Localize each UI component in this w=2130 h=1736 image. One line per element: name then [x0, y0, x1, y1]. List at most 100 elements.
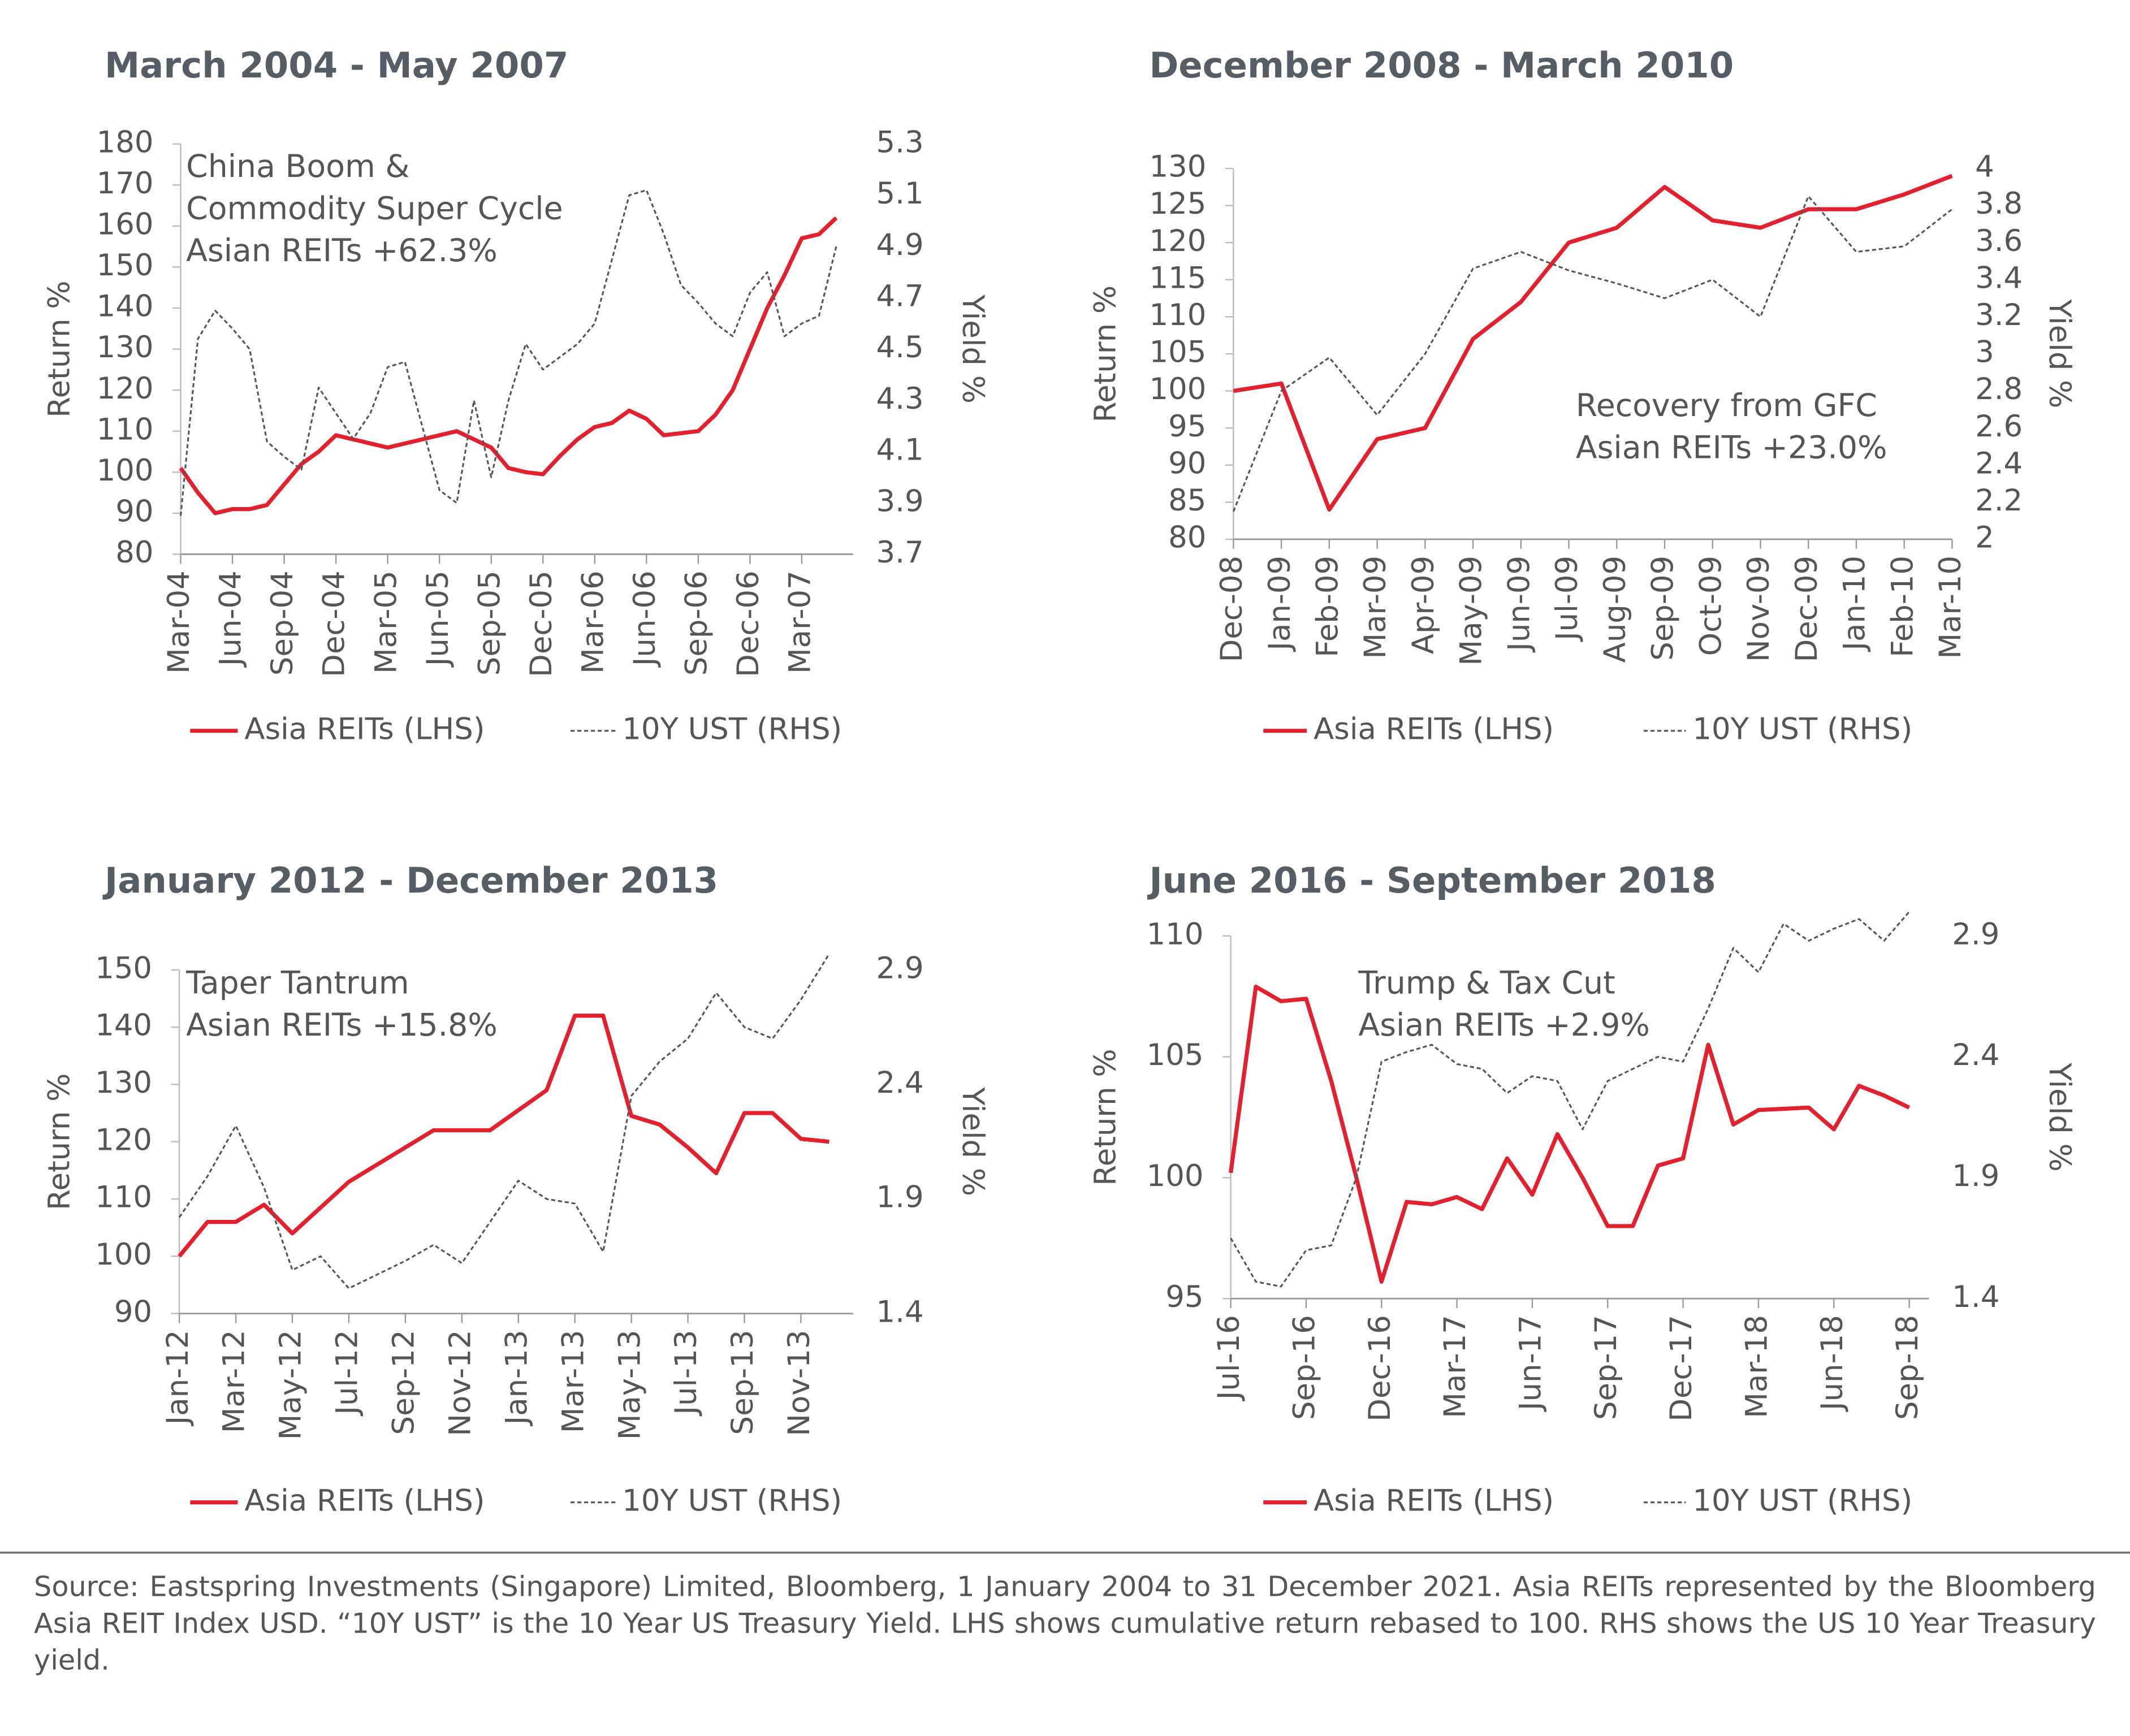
y-tick-label: 90 — [1168, 446, 1206, 480]
y-tick-label: 90 — [115, 494, 153, 529]
y-tick-label: 100 — [95, 1237, 152, 1272]
x-tick-label: Mar-04 — [162, 570, 196, 674]
x-tick-label: Dec-17 — [1664, 1315, 1699, 1422]
y2-tick-label: 2.2 — [1975, 483, 2023, 518]
x-tick-label: Mar-17 — [1438, 1315, 1472, 1418]
annotation: Asian REITs +2.9% — [1358, 1007, 1650, 1044]
x-tick-label: Mar-06 — [576, 570, 610, 674]
x-tick-label: Jun-04 — [214, 570, 248, 668]
y-tick-label: 180 — [97, 125, 154, 159]
y2-axis-label: Yield % — [2042, 299, 2077, 409]
x-tick-label: Jun-17 — [1514, 1315, 1548, 1412]
y2-tick-label: 4.5 — [876, 330, 924, 365]
series-line — [179, 216, 838, 516]
x-tick-label: Jan-12 — [161, 1330, 195, 1427]
x-tick-label: May-13 — [612, 1330, 647, 1440]
y-tick-label: 105 — [1149, 335, 1206, 370]
y2-tick-label: 3.8 — [1975, 187, 2023, 221]
x-tick-label: Sep-13 — [725, 1330, 760, 1435]
x-tick-label: Sep-09 — [1646, 556, 1680, 661]
x-tick-label: Jul-16 — [1212, 1315, 1246, 1401]
y-tick-label: 90 — [114, 1295, 152, 1329]
y2-tick-label: 3 — [1975, 335, 1994, 370]
y-tick-label: 100 — [97, 453, 154, 488]
x-tick-label: Jun-18 — [1815, 1315, 1850, 1412]
legend-label: Asia REITs (LHS) — [1314, 712, 1554, 746]
annotation: Recovery from GFC — [1576, 388, 1877, 424]
y2-tick-label: 3.4 — [1975, 261, 2023, 295]
y-axis-label: Return % — [1088, 285, 1123, 422]
x-tick-label: Mar-12 — [217, 1330, 252, 1434]
y-tick-label: 110 — [1147, 917, 1204, 951]
x-tick-label: May-09 — [1454, 556, 1489, 666]
y-axis-label: Return % — [42, 1073, 77, 1210]
y-tick-label: 120 — [95, 1123, 152, 1157]
y2-tick-label: 5.3 — [876, 125, 924, 159]
legend-label: Asia REITs (LHS) — [1314, 1483, 1554, 1518]
x-tick-label: Sep-12 — [387, 1330, 421, 1435]
x-tick-label: Dec-06 — [731, 570, 766, 677]
x-tick-label: Dec-04 — [317, 570, 352, 677]
y2-tick-label: 1.9 — [1952, 1159, 1999, 1193]
y-tick-label: 95 — [1165, 1280, 1203, 1314]
y-tick-label: 120 — [97, 371, 154, 406]
y-tick-label: 125 — [1149, 187, 1206, 221]
x-tick-label: Jun-09 — [1502, 556, 1536, 653]
y2-tick-label: 2.8 — [1975, 372, 2023, 406]
y-tick-label: 110 — [1149, 298, 1206, 332]
series-line — [178, 953, 830, 1289]
x-tick-label: Sep-16 — [1287, 1315, 1322, 1420]
legend-label: 10Y UST (RHS) — [622, 712, 842, 746]
y-tick-label: 130 — [1149, 150, 1206, 184]
y2-tick-label: 2.4 — [876, 1066, 924, 1100]
y-axis-label: Return % — [1088, 1049, 1123, 1185]
y-tick-label: 115 — [1149, 261, 1206, 295]
y2-tick-label: 2.9 — [876, 951, 924, 985]
y-tick-label: 95 — [1168, 409, 1206, 444]
y2-tick-label: 1.9 — [876, 1180, 924, 1215]
x-tick-label: Sep-06 — [679, 570, 714, 676]
x-tick-label: Jan-13 — [499, 1330, 534, 1427]
y2-tick-label: 2.9 — [1952, 917, 1999, 951]
annotation: Asian REITs +62.3% — [186, 233, 498, 269]
y2-tick-label: 3.9 — [876, 484, 924, 518]
x-tick-label: Feb-10 — [1885, 556, 1920, 657]
y-tick-label: 100 — [1149, 372, 1206, 406]
annotation: Commodity Super Cycle — [186, 191, 563, 227]
x-tick-label: Mar-18 — [1740, 1315, 1774, 1418]
series-line — [1230, 911, 1910, 1288]
y-tick-label: 150 — [97, 248, 154, 283]
chart-title: December 2008 - March 2010 — [1149, 45, 1734, 86]
x-tick-label: Nov-13 — [782, 1330, 816, 1436]
chart-title: March 2004 - May 2007 — [105, 45, 568, 86]
x-tick-label: Sep-04 — [265, 570, 300, 676]
source-box: Source: Eastspring Investments (Singapor… — [34, 1570, 2096, 1676]
x-tick-label: Jan-10 — [1838, 556, 1872, 652]
annotation: China Boom & — [186, 149, 409, 185]
x-tick-label: Jun-05 — [421, 570, 455, 668]
y2-tick-label: 4 — [1975, 150, 1994, 184]
x-tick-label: Sep-17 — [1589, 1315, 1623, 1420]
y2-tick-label: 1.4 — [1952, 1280, 1999, 1314]
x-tick-label: Jan-09 — [1263, 556, 1297, 652]
annotation: Asian REITs +23.0% — [1576, 430, 1887, 466]
y-tick-label: 110 — [97, 412, 154, 447]
y2-tick-label: 3.7 — [876, 535, 924, 570]
y2-tick-label: 4.9 — [876, 228, 924, 262]
x-tick-label: Jul-12 — [330, 1330, 365, 1417]
x-tick-label: Sep-05 — [472, 570, 507, 676]
y2-tick-label: 1.4 — [876, 1295, 924, 1329]
y-tick-label: 160 — [97, 207, 154, 241]
y2-tick-label: 2.4 — [1975, 446, 2023, 480]
y2-tick-label: 2.6 — [1975, 409, 2023, 444]
x-tick-label: May-12 — [274, 1330, 308, 1440]
x-tick-label: Dec-16 — [1363, 1315, 1397, 1422]
y2-axis-label: Yield % — [956, 1086, 990, 1196]
chart-title: January 2012 - December 2013 — [102, 860, 718, 901]
y-tick-label: 130 — [97, 330, 154, 365]
x-tick-label: Aug-09 — [1598, 556, 1632, 663]
y2-tick-label: 5.1 — [876, 176, 924, 211]
y2-axis-label: Yield % — [2042, 1062, 2077, 1172]
